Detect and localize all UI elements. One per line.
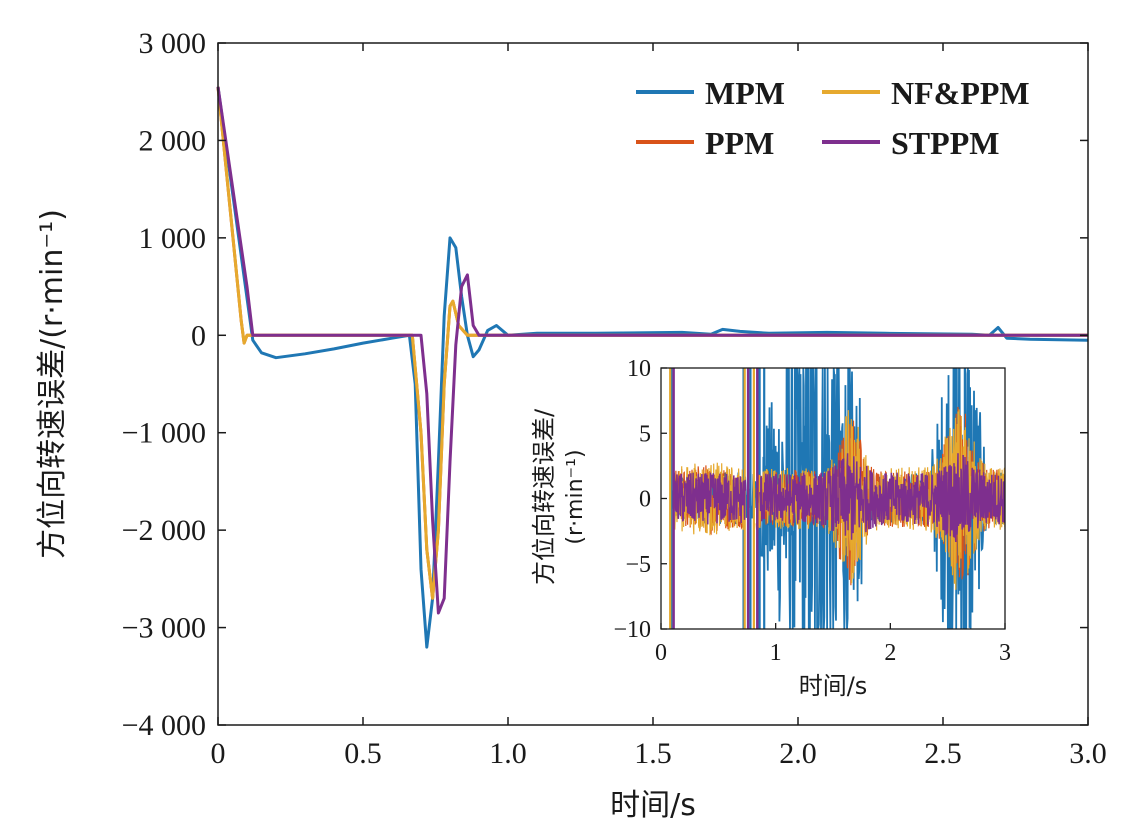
legend-label-nfppm: NF&PPM	[891, 75, 1030, 111]
x-tick-label: 1.5	[634, 737, 672, 770]
inset-y-tick-label: −10	[613, 617, 651, 643]
series-line-nfppm	[216, 86, 1088, 600]
inset-y-tick-label: 5	[639, 421, 651, 447]
inset-series-group	[669, 368, 1005, 629]
inset-y-axis-label-line1: 方位向转速误差/	[530, 408, 558, 585]
inset-y-axis-label-line2: (r·min⁻¹)	[563, 449, 588, 544]
inset-x-tick-label: 2	[884, 640, 896, 666]
y-tick-label: 2 000	[139, 124, 207, 157]
main-series-group	[216, 86, 1089, 649]
legend-label-stppm: STPPM	[891, 125, 999, 161]
inset-y-tick-label: 10	[627, 356, 651, 382]
inset-x-ticks: 0 1 2 3	[655, 623, 1011, 666]
inset-y-tick-label: 0	[639, 487, 651, 513]
main-x-axis-label: 时间/s	[610, 788, 696, 823]
series-line-stppm	[216, 86, 1088, 615]
inset-y-ticks: 10 5 0 −5 −10	[613, 356, 667, 643]
main-x-ticks: 0 0.5 1.0 1.5 2.0 2.5 3.0	[211, 43, 1107, 770]
y-tick-label: 3 000	[139, 27, 207, 60]
inset-x-axis-label: 时间/s	[799, 672, 868, 700]
inset-x-tick-label: 3	[999, 640, 1011, 666]
y-tick-label: −4 000	[122, 709, 206, 742]
main-y-ticks: 3 000 2 000 1 000 0 −1 000 −2 000 −3 000 −4 000	[122, 27, 1088, 742]
x-tick-label: 2.5	[924, 737, 962, 770]
main-plot: 0 0.5 1.0 1.5 2.0 2.5 3.0 3 000 2 000 1 000 0 −1 0…	[35, 27, 1107, 823]
y-tick-label: −3 000	[122, 612, 206, 645]
inset-series-stppm	[674, 453, 1005, 543]
inset-plot: 0 1 2 3 10 5 0 −5 −10 时间/s 方位向转速误差/ (r·min⁻¹)	[512, 345, 1032, 715]
x-tick-label: 0.5	[344, 737, 382, 770]
legend: MPM NF&PPM PPM STPPM	[636, 75, 1030, 161]
inset-y-tick-label: −5	[625, 552, 651, 578]
legend-label-ppm: PPM	[705, 125, 774, 161]
legend-label-mpm: MPM	[705, 75, 785, 111]
series-line-mpm	[216, 86, 1089, 649]
y-tick-label: −1 000	[122, 417, 206, 450]
x-tick-label: 2.0	[779, 737, 817, 770]
inset-x-tick-label: 1	[770, 640, 782, 666]
y-tick-label: −2 000	[122, 514, 206, 547]
y-tick-label: 1 000	[139, 222, 207, 255]
x-tick-label: 0	[211, 737, 226, 770]
x-tick-label: 3.0	[1069, 737, 1107, 770]
x-tick-label: 1.0	[489, 737, 527, 770]
y-tick-label: 0	[191, 319, 206, 352]
main-y-axis-label: 方位向转速误差/(r·min⁻¹)	[35, 209, 70, 559]
inset-x-tick-label: 0	[655, 640, 667, 666]
